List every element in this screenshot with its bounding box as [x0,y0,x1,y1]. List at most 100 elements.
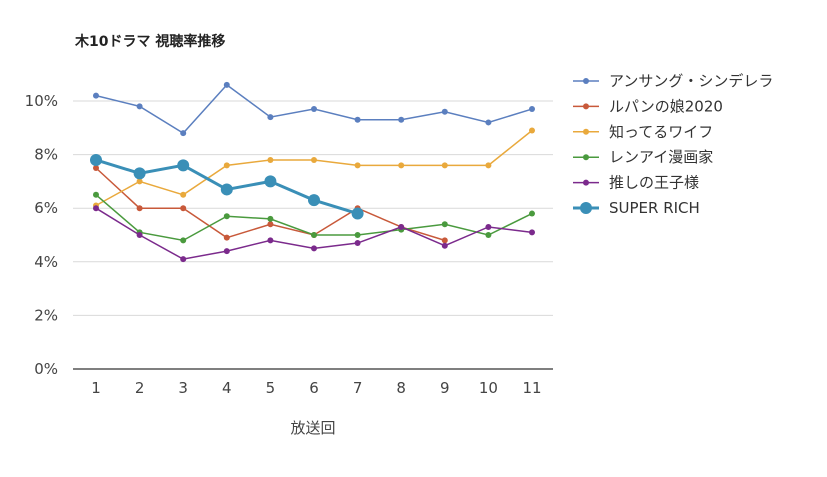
legend-swatch-marker [583,154,589,161]
data-point [267,156,274,163]
y-tick-label: 2% [34,306,58,324]
data-point [136,205,143,212]
data-point [264,175,277,188]
data-point [223,81,230,88]
x-tick-label: 1 [91,379,101,397]
data-point [180,205,187,212]
x-tick-label: 10 [479,379,498,397]
y-tick-label: 10% [25,92,58,110]
data-point [441,162,448,169]
data-point [529,106,535,113]
y-tick-label: 4% [34,253,58,271]
legend-swatch-marker [580,202,592,214]
data-point [136,232,143,238]
data-point [180,191,187,198]
x-axis-ticks: 1 2 3 4 5 6 7 8 9 10 11 [91,379,541,397]
data-point [398,162,405,169]
series-3 [93,127,535,209]
x-tick-label: 4 [222,379,232,397]
legend-label: アンサング・シンデレラ [609,72,773,90]
y-tick-label: 8% [34,146,58,164]
data-point [136,103,143,110]
data-point [441,221,448,228]
data-point [93,92,99,99]
data-point [90,153,102,166]
series-6 [90,153,364,220]
data-point [351,207,364,220]
y-tick-label: 6% [34,199,58,217]
data-point [354,116,361,123]
legend-swatch-marker [583,128,589,135]
legend-item[interactable]: ルパンの娘2020 [573,97,723,115]
data-point [311,156,317,163]
legend-label: レンアイ漫画家 [609,148,713,166]
x-tick-label: 2 [135,379,145,397]
series-1 [93,81,535,137]
series-5 [93,205,535,263]
data-point [180,256,187,263]
x-tick-label: 9 [440,379,450,397]
data-point [529,210,535,217]
data-point [485,223,492,230]
data-point [441,242,448,249]
legend-label: 知ってるワイフ [609,123,713,141]
data-point [267,215,274,222]
data-point [220,183,233,196]
y-tick-label: 0% [34,360,58,378]
data-point [398,223,405,230]
data-point [136,178,143,185]
data-point [529,127,535,134]
legend-item[interactable]: レンアイ漫画家 [573,148,713,166]
legend-item[interactable]: SUPER RICH [573,199,700,217]
legend-swatch-marker [583,103,589,110]
data-point [398,116,405,123]
data-point [223,162,230,169]
legend-label: 推しの王子様 [609,174,699,192]
chart-title: 木10ドラマ 視聴率推移 [75,34,226,50]
legend-item[interactable]: アンサング・シンデレラ [573,72,773,90]
data-point [180,130,187,137]
data-point [441,108,448,115]
x-tick-label: 3 [178,379,188,397]
data-point [354,240,361,247]
data-point [485,119,492,126]
data-point [529,229,535,236]
data-point [311,245,317,252]
data-point [308,194,320,207]
data-point [177,159,190,172]
data-point [267,237,274,244]
data-point [311,106,317,113]
x-tick-label: 6 [309,379,319,397]
data-point [485,162,492,169]
x-tick-label: 5 [266,379,276,397]
data-point [93,191,99,198]
data-point [223,234,230,241]
x-tick-label: 11 [522,379,541,397]
legend-swatch-marker [583,179,589,186]
legend-item[interactable]: 知ってるワイフ [573,123,713,141]
x-tick-label: 7 [353,379,363,397]
data-point [441,237,448,244]
data-point [267,221,274,228]
data-point [93,205,99,212]
data-point [93,165,99,171]
x-tick-label: 8 [396,379,406,397]
data-point [180,237,187,244]
data-point [311,232,317,238]
data-point [223,248,230,255]
legend-swatch-marker [583,78,589,84]
data-point [223,213,230,220]
legend-label: ルパンの娘2020 [609,97,723,115]
y-axis-ticks: 0% 2% 4% 6% 8% 10% [25,92,58,378]
data-point [267,114,274,121]
data-point [354,162,361,169]
data-point [133,167,146,180]
series-lines [90,81,535,263]
x-axis-label: 放送回 [290,419,335,437]
data-point [354,232,361,238]
grid-lines [73,100,553,370]
legend-item[interactable]: 推しの王子様 [573,174,699,192]
legend-label: SUPER RICH [609,199,700,217]
